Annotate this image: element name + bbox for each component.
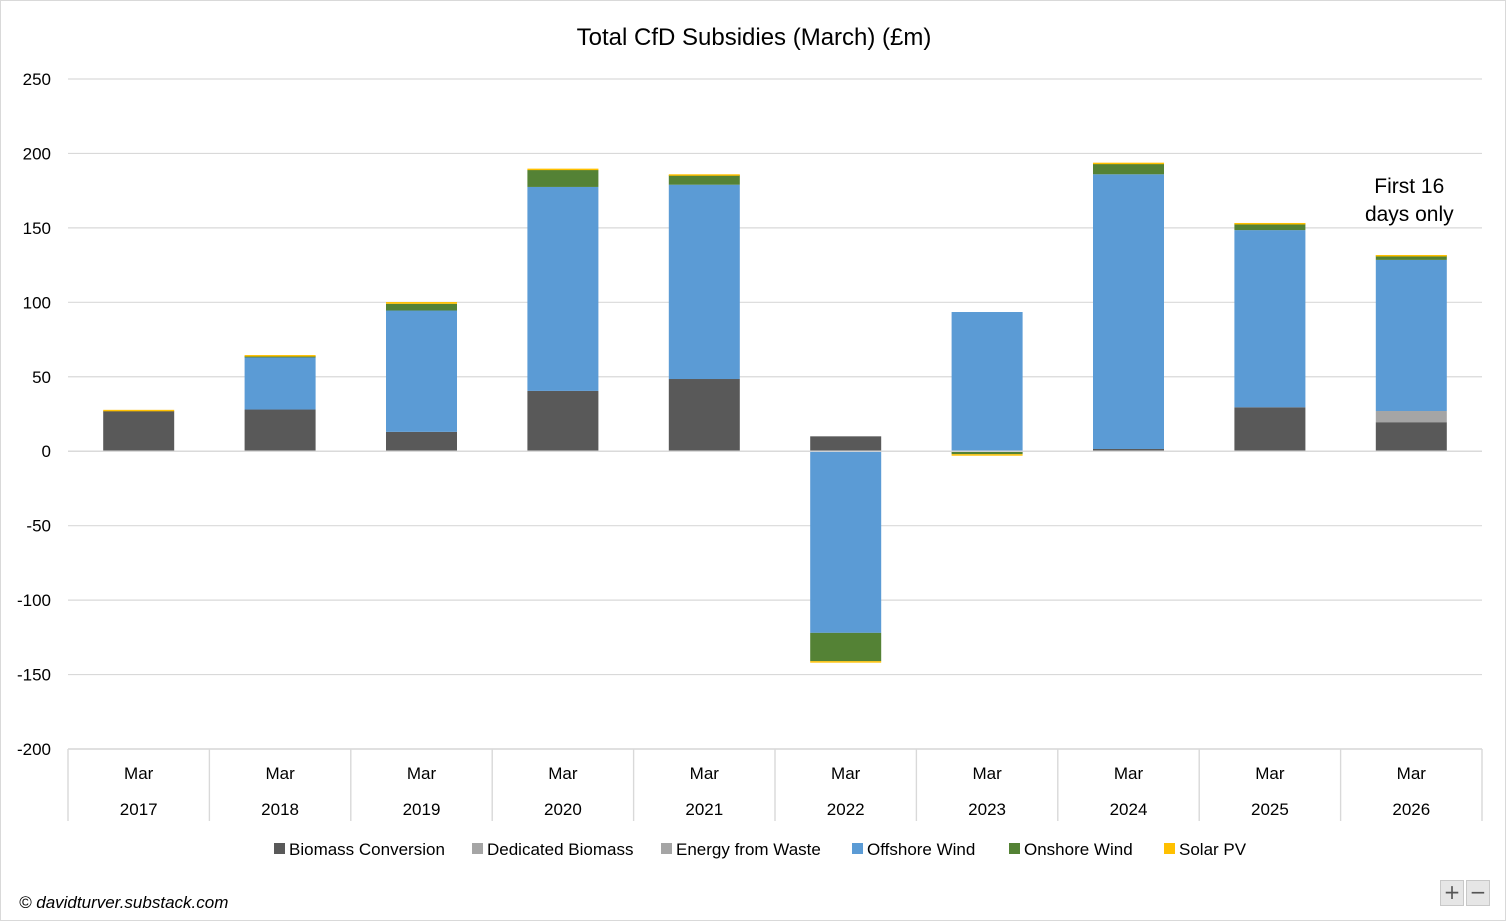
x-tick-label-month: Mar [831,764,861,783]
x-tick-label-month: Mar [265,764,295,783]
y-tick-label: -200 [17,740,51,759]
bar-segment [1234,230,1306,408]
y-tick-label: 100 [23,293,51,312]
bar-segment [244,409,316,452]
bar-segment [1093,448,1164,452]
bar-segment [951,454,1023,456]
bar-segment [810,661,882,663]
bar-segment [951,312,1023,452]
x-tick-label-year: 2022 [827,800,865,819]
bar-segment [668,175,740,185]
bars [103,162,1447,663]
bar-segment [527,390,599,452]
x-tick-label-year: 2019 [403,800,441,819]
y-tick-label: 0 [42,442,51,461]
x-tick-label-year: 2025 [1251,800,1289,819]
chart-title: Total CfD Subsidies (March) (£m) [577,24,932,51]
bar-segment [1234,222,1306,225]
legend-label: Dedicated Biomass [487,840,633,859]
bar-segment [1375,422,1447,452]
x-tick-label-year: 2017 [120,800,158,819]
bar-segment [386,431,457,452]
bar-segment [527,168,599,171]
legend-label: Offshore Wind [867,840,975,859]
legend-swatch [274,843,285,854]
y-tick-label: -100 [17,591,51,610]
x-tick-label-year: 2020 [544,800,582,819]
bar-segment [1375,254,1447,257]
bar-segment [810,632,882,662]
bar-segment [103,409,175,412]
x-tick-label-month: Mar [972,764,1002,783]
bar-segment [244,355,316,358]
legend-swatch [1164,843,1175,854]
x-axis: Mar 2017 Mar 2018 Mar 2019 Mar 2020 Mar 2021 Mar 20… [67,450,1483,821]
bar-segment [951,451,1023,455]
y-tick-label: 50 [32,368,51,387]
annotations: First 16 days only [1365,175,1454,226]
bar-segment [1234,223,1306,231]
x-tick-label-month: Mar [124,764,154,783]
annotation-text: First 16 [1374,175,1444,198]
bar-segment [1093,162,1164,165]
x-tick-label-year: 2023 [968,800,1006,819]
x-tick-label-year: 2026 [1392,800,1430,819]
bar-segment [527,186,599,391]
bar-segment [668,174,740,176]
y-tick-label: 200 [23,144,51,163]
bar-segment [386,302,457,304]
legend-label: Onshore Wind [1024,840,1133,859]
x-tick-label-month: Mar [1114,764,1144,783]
bar-segment [810,436,882,452]
x-tick-label-year: 2018 [261,800,299,819]
zoom-in-button[interactable]: + [1440,880,1464,906]
bar-segment [1375,255,1447,260]
annotation-text: days only [1365,203,1454,226]
bar-segment [668,184,740,380]
bar-segment [386,303,457,311]
x-tick-label-month: Mar [407,764,437,783]
x-tick-label-month: Mar [1397,764,1427,783]
legend-swatch [852,843,863,854]
bar-segment [668,379,740,452]
x-tick-label-month: Mar [690,764,720,783]
zoom-out-button[interactable]: − [1466,880,1490,906]
legend-label: Biomass Conversion [289,840,445,859]
bar-segment [244,356,316,410]
bar-segment [1234,407,1306,452]
legend: Biomass Conversion Dedicated Biomass Energ… [274,840,1247,859]
bar-segment [527,169,599,187]
y-tick-label: -50 [26,517,51,536]
bar-segment [386,310,457,432]
legend-swatch [1009,843,1020,854]
y-tick-label: -150 [17,666,51,685]
bar-segment [244,355,316,357]
x-tick-label-year: 2021 [685,800,723,819]
bar-segment [103,411,175,452]
legend-label: Solar PV [1179,840,1247,859]
bar-segment [1093,174,1164,449]
y-tick-label: 250 [23,70,51,89]
y-axis-tick-labels: 250 200 150 100 50 0 -50 -100 -150 -200 [17,70,51,759]
bar-segment [1375,259,1447,412]
copyright-footer: © davidturver.substack.com [19,893,229,912]
y-tick-label: 150 [23,219,51,238]
legend-label: Energy from Waste [676,840,821,859]
bar-segment [1093,163,1164,175]
legend-swatch [472,843,483,854]
x-tick-label-month: Mar [548,764,578,783]
legend-swatch [661,843,672,854]
x-tick-label-year: 2024 [1110,800,1148,819]
zoom-controls: + − [1440,880,1490,906]
bar-segment [810,451,882,633]
bar-segment [1375,411,1447,423]
x-tick-label-month: Mar [1255,764,1285,783]
